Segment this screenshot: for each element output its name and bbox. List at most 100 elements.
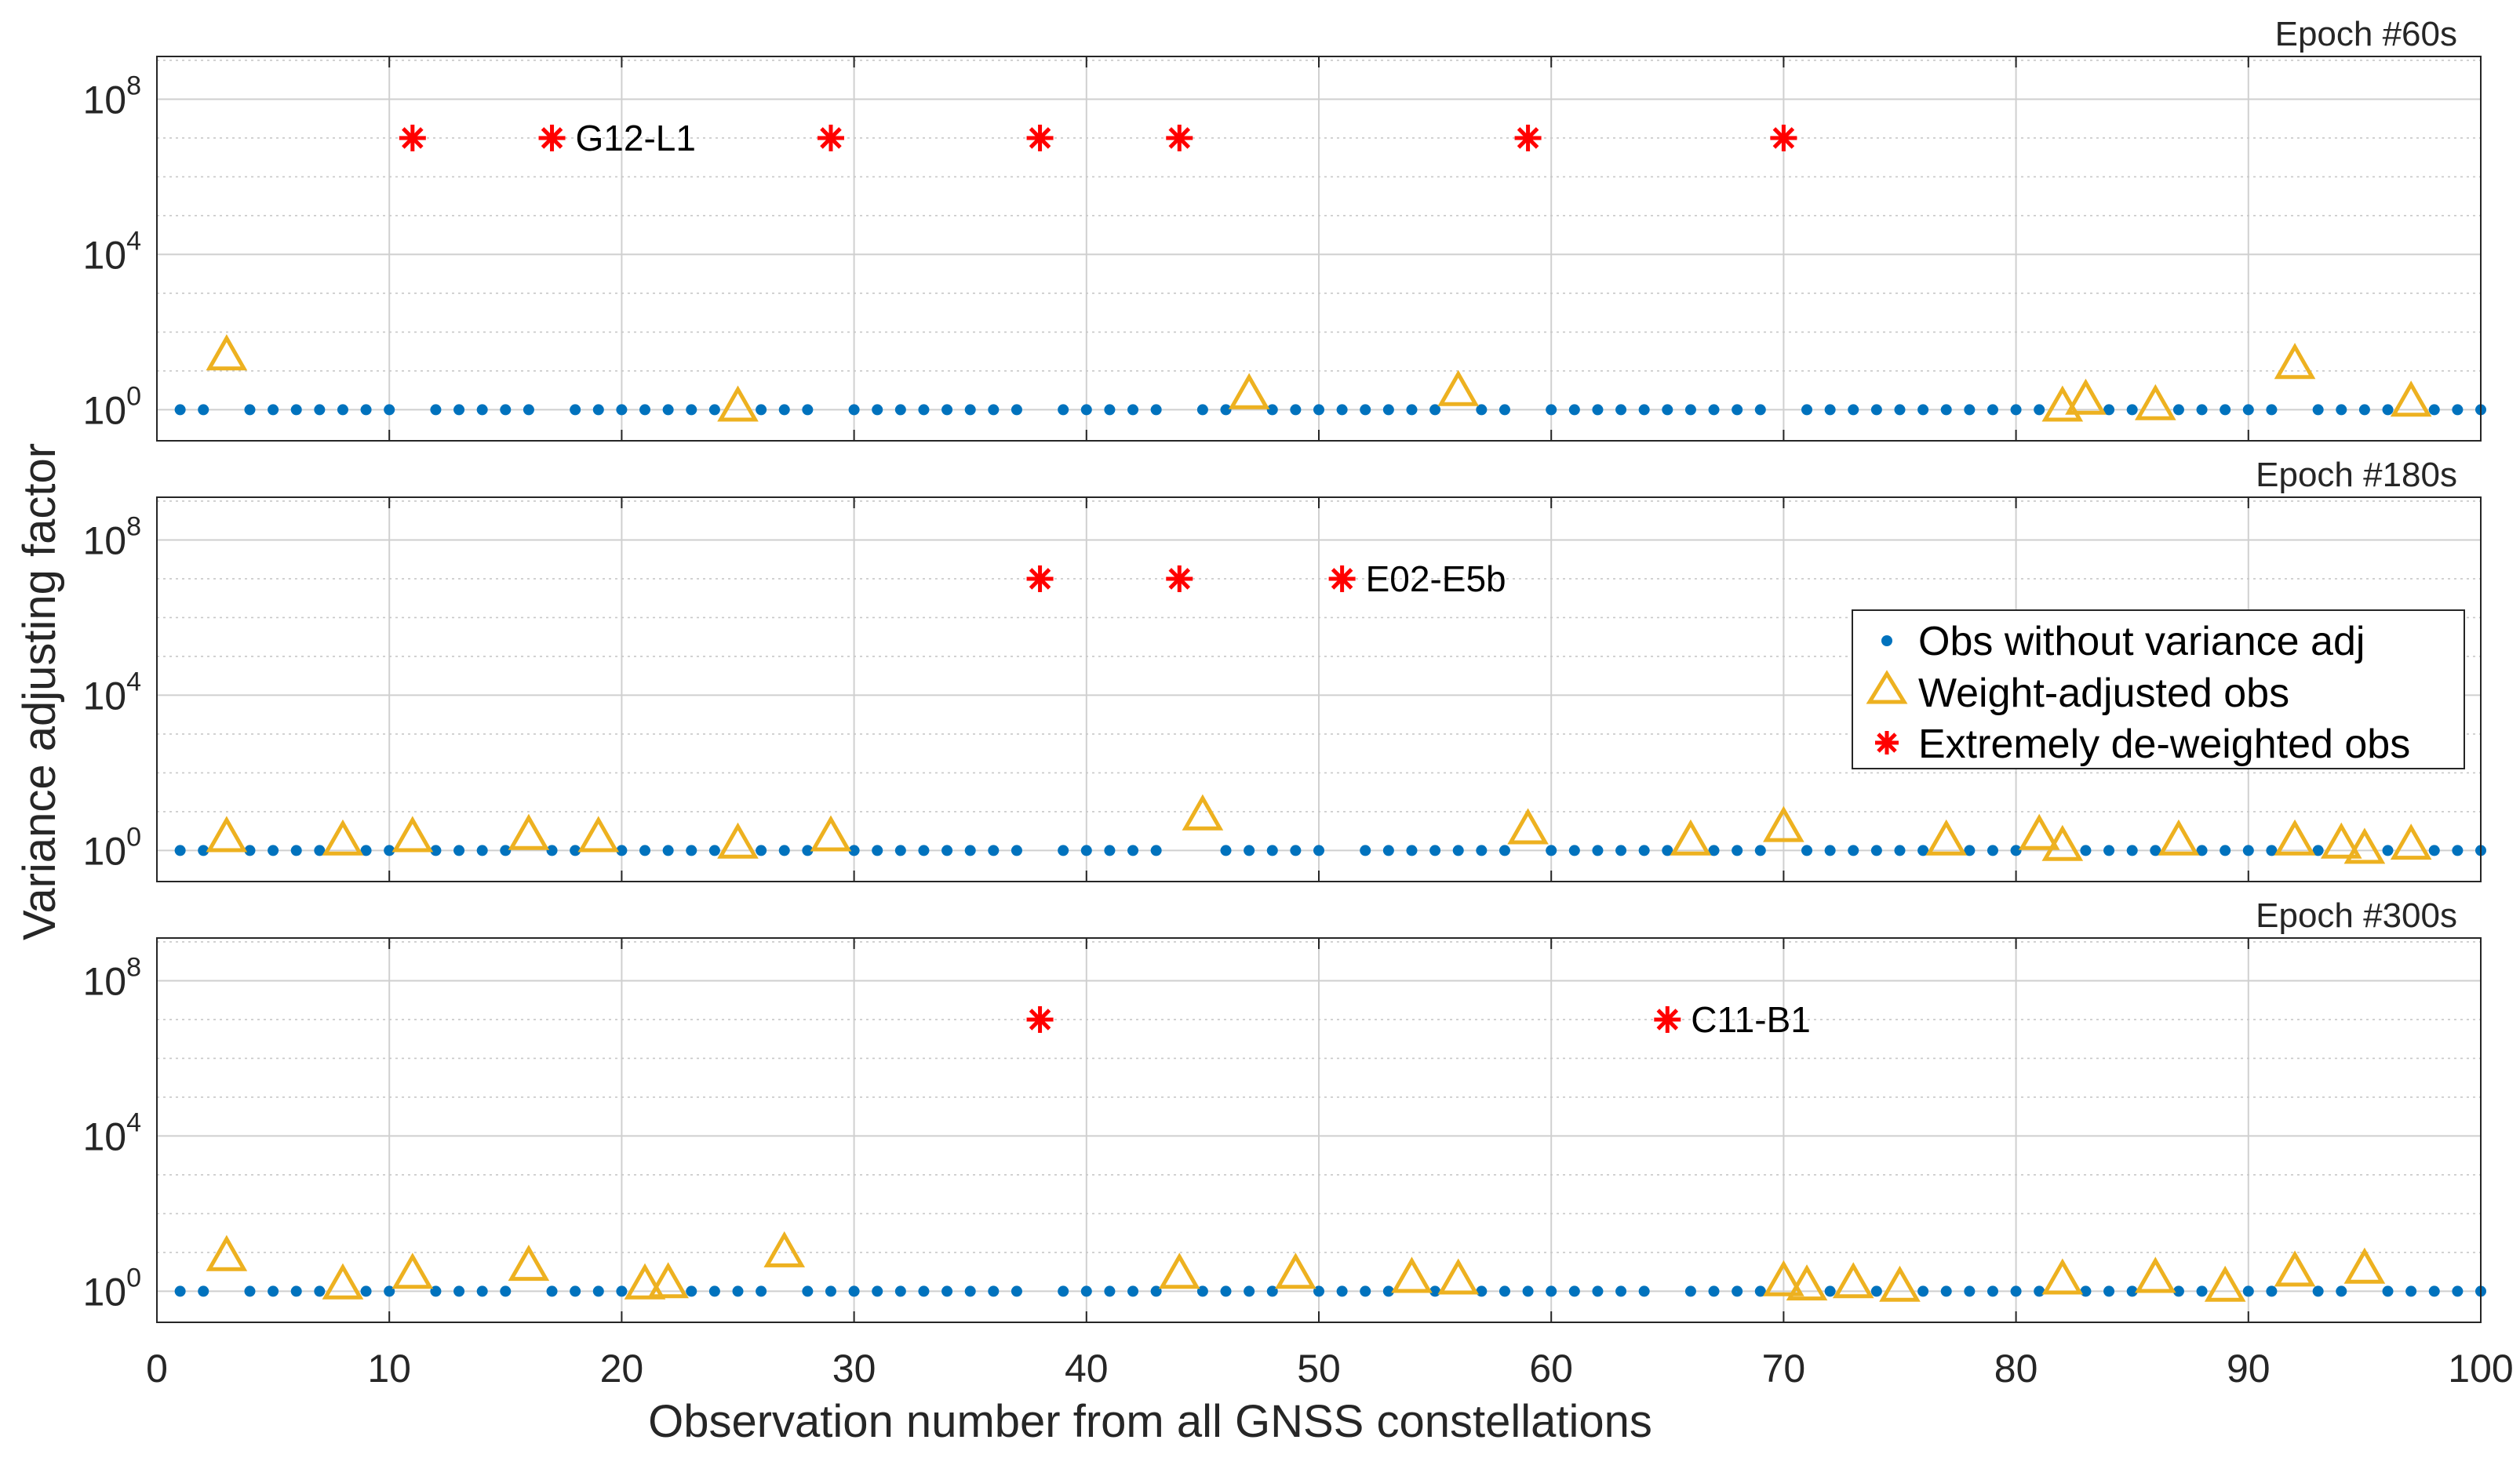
- obs-point: [2150, 845, 2161, 856]
- obs-point: [2242, 1285, 2254, 1297]
- y-tick-label: 100: [82, 1263, 141, 1314]
- obs-point: [1754, 1285, 1766, 1297]
- obs-point: [546, 1285, 558, 1297]
- panel-title: Epoch #60s: [2275, 15, 2457, 53]
- obs-point: [1429, 845, 1441, 856]
- x-tick-label: 0: [146, 1347, 168, 1391]
- obs-point: [1382, 1285, 1394, 1297]
- extreme-point: [1770, 124, 1797, 151]
- obs-point: [1638, 845, 1650, 856]
- y-tick-label: 108: [82, 511, 141, 562]
- obs-point: [1244, 845, 1255, 856]
- obs-point: [430, 1285, 442, 1297]
- obs-point: [1964, 404, 1976, 416]
- weight-adjusted-point: [624, 1263, 666, 1300]
- y-tick-label: 100: [82, 381, 141, 432]
- obs-point: [872, 845, 883, 856]
- obs-point: [1848, 404, 1859, 416]
- obs-point: [1058, 845, 1069, 856]
- weight-adjusted-point: [322, 819, 364, 856]
- x-tick-label: 30: [832, 1347, 876, 1391]
- obs-point: [2010, 404, 2022, 416]
- y-tick-label: 104: [82, 667, 141, 718]
- weight-adjusted-point: [1437, 369, 1480, 406]
- obs-point: [1266, 845, 1278, 856]
- obs-point: [639, 845, 651, 856]
- obs-point: [174, 845, 186, 856]
- obs-point: [337, 404, 348, 416]
- obs-point: [1406, 845, 1418, 856]
- obs-point: [1801, 845, 1813, 856]
- obs-point: [2196, 845, 2208, 856]
- obs-point: [848, 1285, 860, 1297]
- legend-weight-label: Weight-adjusted obs: [1918, 671, 2289, 716]
- obs-point: [1476, 404, 1488, 416]
- obs-point: [662, 404, 674, 416]
- obs-point: [453, 404, 465, 416]
- weight-adjusted-point: [1763, 1260, 1804, 1296]
- obs-point: [1058, 1285, 1069, 1297]
- extreme-point: [1514, 124, 1542, 151]
- obs-point: [1406, 404, 1418, 416]
- obs-point: [198, 404, 209, 416]
- weight-adjusted-point: [2390, 824, 2432, 860]
- obs-point: [360, 845, 372, 856]
- y-tick-label: 104: [82, 226, 141, 277]
- obs-point: [2382, 1285, 2394, 1297]
- obs-point: [314, 845, 326, 856]
- obs-point: [686, 1285, 697, 1297]
- obs-point: [2452, 845, 2464, 856]
- obs-point: [2266, 845, 2278, 856]
- weight-adjusted-point: [1182, 794, 1224, 831]
- obs-point: [1964, 1285, 1976, 1297]
- obs-point: [708, 404, 720, 416]
- obs-point: [1220, 1285, 1232, 1297]
- obs-point: [500, 1285, 512, 1297]
- obs-point: [1266, 404, 1278, 416]
- weight-adjusted-point: [2274, 1250, 2316, 1287]
- x-tick-label: 60: [1529, 1347, 1573, 1391]
- obs-point: [1546, 845, 1557, 856]
- x-tick-labels: 0 10 20 30 40 50 60 70 80 90 100: [146, 1347, 2514, 1391]
- obs-point: [2080, 1285, 2092, 1297]
- obs-point: [1336, 1285, 1348, 1297]
- weight-adjusted-point: [2135, 384, 2176, 420]
- obs-point: [198, 845, 209, 856]
- obs-point: [1244, 1285, 1255, 1297]
- obs-point: [2336, 1285, 2347, 1297]
- obs-point: [290, 845, 302, 856]
- obs-point: [848, 845, 860, 856]
- weight-adjusted-point: [206, 1234, 248, 1271]
- obs-point: [778, 845, 790, 856]
- weight-adjusted-point: [1228, 373, 1270, 409]
- extreme-point: [1026, 1005, 1054, 1033]
- obs-point: [918, 1285, 930, 1297]
- legend: Obs without variance adj Weight-adjusted…: [1852, 609, 2465, 769]
- obs-point: [1870, 1285, 1882, 1297]
- obs-point: [290, 1285, 302, 1297]
- weight-adjusted-point: [391, 1253, 434, 1289]
- obs-point: [1592, 404, 1604, 416]
- obs-point: [2358, 404, 2370, 416]
- obs-point: [592, 1285, 604, 1297]
- obs-point: [1708, 845, 1720, 856]
- weight-adjusted-point: [647, 1262, 689, 1299]
- weight-adjusted-point: [763, 1231, 806, 1267]
- grid: [156, 56, 2482, 441]
- obs-point: [1592, 1285, 1604, 1297]
- obs-point: [1987, 404, 1998, 416]
- obs-point: [639, 404, 651, 416]
- obs-point: [2034, 1285, 2045, 1297]
- obs-point: [708, 845, 720, 856]
- obs-point: [314, 404, 326, 416]
- obs-point: [1662, 404, 1673, 416]
- obs-point: [546, 845, 558, 856]
- obs-point: [1360, 1285, 1371, 1297]
- obs-point: [244, 404, 256, 416]
- obs-point: [1568, 1285, 1580, 1297]
- obs-point: [1732, 404, 1743, 416]
- obs-point: [1290, 404, 1302, 416]
- weight-adjusted-point: [2343, 827, 2386, 864]
- obs-point: [2266, 404, 2278, 416]
- obs-point: [570, 404, 581, 416]
